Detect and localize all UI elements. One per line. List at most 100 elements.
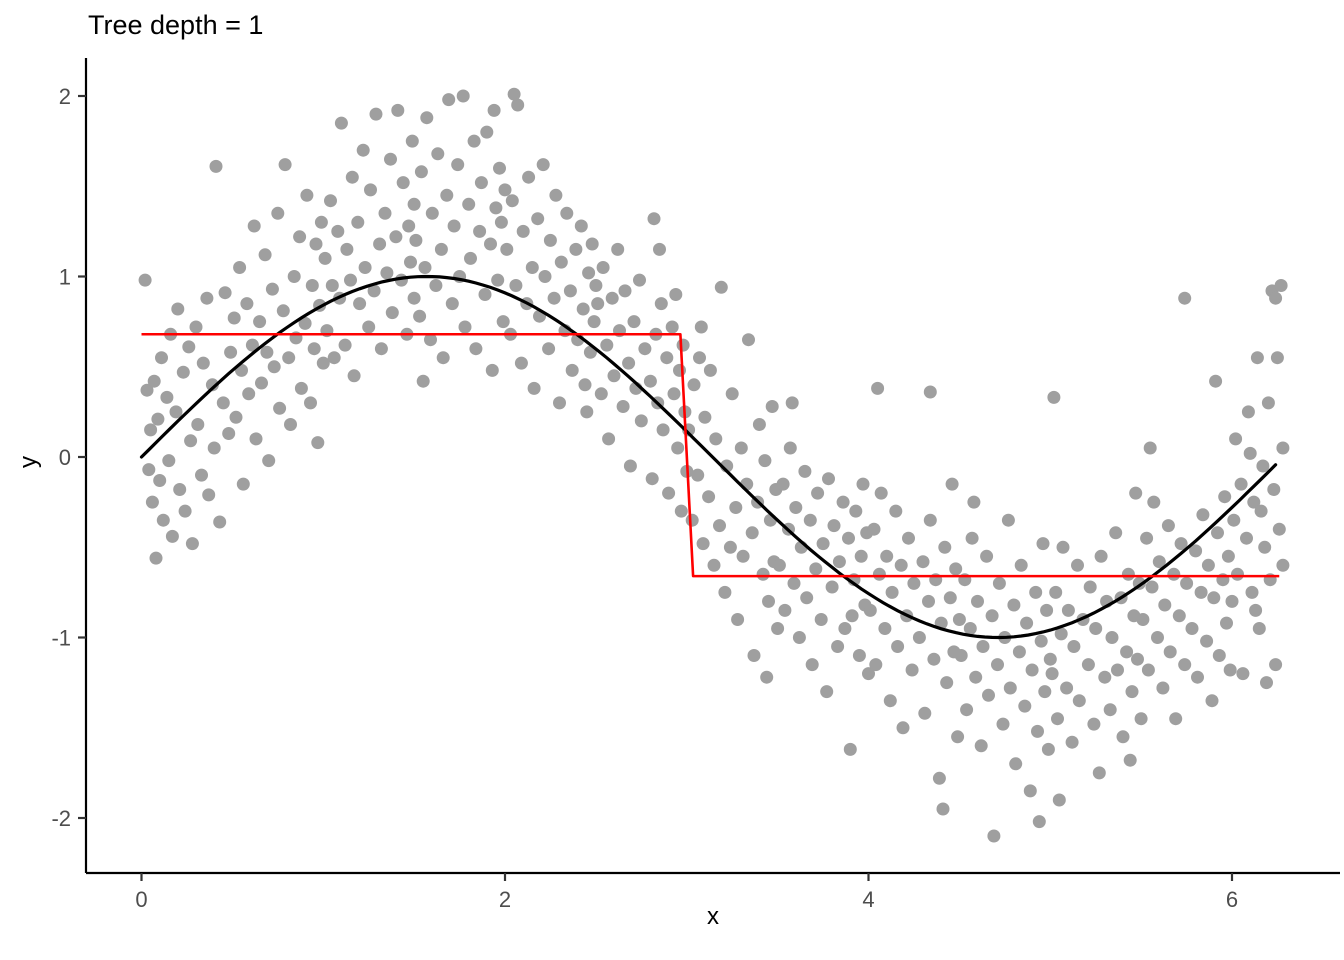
- data-point: [669, 288, 683, 301]
- data-point: [1123, 753, 1137, 767]
- data-point: [1207, 591, 1221, 605]
- data-point: [1041, 742, 1055, 756]
- data-point: [496, 315, 510, 329]
- data-point: [693, 351, 706, 365]
- data-point: [623, 459, 637, 473]
- data-point: [405, 134, 419, 148]
- data-point: [954, 649, 968, 662]
- data-point: [458, 320, 472, 334]
- data-point: [871, 381, 885, 395]
- data-point: [842, 531, 855, 545]
- data-point: [1047, 390, 1061, 404]
- data-point: [969, 670, 983, 684]
- data-point: [356, 143, 370, 157]
- data-point: [165, 529, 179, 543]
- data-point: [1185, 622, 1199, 635]
- data-point: [262, 454, 276, 468]
- data-point: [745, 526, 759, 540]
- data-point: [923, 513, 937, 527]
- data-point: [145, 495, 159, 509]
- data-point: [480, 125, 494, 139]
- data-point: [249, 432, 263, 446]
- x-tick-label: 6: [1226, 887, 1238, 912]
- data-point: [345, 170, 359, 184]
- data-point: [718, 585, 732, 599]
- data-point: [922, 594, 935, 608]
- data-point: [1001, 513, 1015, 527]
- data-point: [1194, 585, 1208, 599]
- data-point: [253, 315, 267, 329]
- data-point: [1261, 396, 1275, 410]
- data-point: [667, 387, 681, 401]
- data-point: [160, 390, 174, 404]
- data-point: [1134, 712, 1148, 726]
- data-point: [331, 224, 345, 238]
- data-point: [805, 658, 819, 672]
- data-point: [811, 486, 825, 500]
- data-point: [445, 297, 459, 311]
- data-point: [1071, 558, 1084, 572]
- data-point: [413, 309, 427, 323]
- data-point: [600, 338, 614, 352]
- data-point: [138, 273, 152, 287]
- data-point: [1218, 490, 1232, 504]
- data-point: [1034, 634, 1048, 648]
- data-point: [549, 188, 563, 202]
- data-point: [883, 694, 897, 708]
- data-point: [258, 248, 272, 262]
- data-point: [862, 667, 875, 681]
- data-point: [803, 513, 817, 527]
- data-point: [638, 342, 652, 356]
- data-point: [1169, 712, 1183, 726]
- data-point: [442, 93, 456, 107]
- data-point: [912, 631, 926, 644]
- data-point: [1227, 513, 1241, 527]
- data-point: [698, 410, 712, 424]
- data-point: [218, 286, 232, 300]
- data-point: [229, 410, 243, 424]
- data-point: [1007, 598, 1021, 612]
- data-point: [1111, 663, 1124, 677]
- data-point: [418, 261, 432, 274]
- data-point: [173, 483, 187, 496]
- data-point: [814, 613, 828, 626]
- data-point: [607, 369, 621, 383]
- data-point: [245, 338, 259, 352]
- data-point: [1083, 580, 1097, 594]
- data-point: [500, 242, 514, 256]
- data-point: [416, 374, 430, 388]
- data-point: [905, 663, 919, 677]
- data-point: [1025, 663, 1039, 677]
- data-point: [447, 219, 461, 233]
- data-point: [836, 495, 850, 509]
- data-point: [1036, 537, 1050, 551]
- data-point: [1174, 537, 1188, 551]
- data-point: [1018, 699, 1032, 713]
- data-point: [151, 412, 165, 426]
- data-point: [209, 159, 223, 173]
- data-point: [407, 197, 421, 211]
- data-point: [785, 396, 799, 410]
- data-point: [242, 387, 256, 401]
- data-point: [298, 316, 312, 330]
- data-point: [511, 98, 525, 112]
- data-point: [487, 103, 501, 117]
- data-point: [424, 333, 437, 347]
- data-point: [1147, 495, 1161, 509]
- data-point: [505, 194, 519, 208]
- data-point: [325, 279, 339, 292]
- data-point: [1231, 567, 1244, 581]
- data-point: [451, 158, 465, 172]
- data-point: [1191, 670, 1204, 684]
- data-point: [305, 279, 319, 292]
- data-point: [260, 345, 274, 359]
- data-point: [396, 176, 410, 190]
- data-point: [536, 158, 550, 172]
- data-point: [992, 576, 1006, 590]
- data-point: [596, 261, 610, 274]
- data-point: [309, 237, 323, 251]
- data-point: [789, 501, 803, 514]
- data-point: [1081, 658, 1095, 672]
- data-point: [547, 291, 561, 305]
- data-point: [654, 297, 668, 311]
